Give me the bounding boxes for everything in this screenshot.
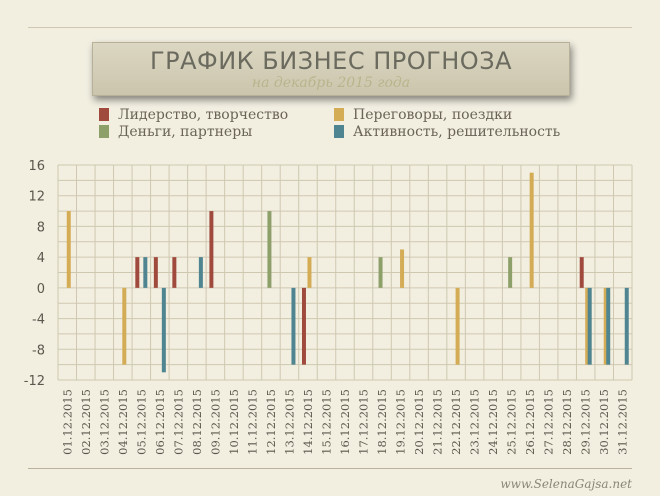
legend-item-leadership: Лидерство, творчество [99,107,288,123]
legend-swatch-money [99,125,109,138]
bar [172,257,177,288]
bar [606,287,611,365]
bar [624,287,629,365]
x-tick-label: 08.12.2015 [190,389,204,455]
legend-swatch-negotiations [334,108,344,121]
x-axis-ticks: 01.12.2015 02.12.2015 03.12.2015 04.12.2015… [60,389,629,455]
chart-title: ГРАФИК БИЗНЕС ПРОГНОЗА [150,47,512,75]
y-tick-label: 8 [37,220,45,235]
x-tick-label: 23.12.2015 [468,389,482,455]
bar [135,257,140,288]
x-tick-label: 07.12.2015 [171,389,185,455]
x-tick-label: 27.12.2015 [542,389,556,455]
bar [122,287,127,365]
bar [291,287,296,365]
x-tick-label: 25.12.2015 [505,389,519,455]
bar [529,172,534,288]
x-tick-label: 12.12.2015 [264,389,278,455]
x-tick-label: 14.12.2015 [301,389,315,455]
x-tick-label: 17.12.2015 [357,389,371,455]
legend-swatch-activity [334,125,344,138]
x-tick-label: 02.12.2015 [79,389,93,455]
bar [508,257,513,288]
bar [585,287,590,365]
x-tick-label: 30.12.2015 [597,389,611,455]
bar [153,257,158,288]
x-tick-label: 09.12.2015 [208,389,222,455]
x-tick-label: 03.12.2015 [97,389,111,455]
top-divider [28,27,632,28]
x-tick-label: 10.12.2015 [227,389,241,455]
bar [301,287,306,365]
x-tick-label: 01.12.2015 [60,389,74,455]
bar [400,249,405,288]
y-tick-label: 16 [28,159,45,174]
x-tick-label: 21.12.2015 [431,389,445,455]
bottom-divider [28,468,632,469]
x-tick-label: 16.12.2015 [338,389,352,455]
x-tick-label: 31.12.2015 [616,389,630,455]
bar [209,211,214,288]
legend-label-negotiations: Переговоры, поездки [353,107,513,123]
legend-item-activity: Активность, решительность [334,124,560,140]
y-tick-label: 0 [37,282,45,297]
y-tick-label: 12 [28,190,45,205]
site-credit: www.SelenaGajsa.net [500,477,632,491]
y-tick-label: -8 [32,343,45,358]
y-tick-label: 4 [37,251,45,266]
x-tick-label: 28.12.2015 [560,389,574,455]
x-tick-label: 05.12.2015 [134,389,148,455]
x-tick-label: 22.12.2015 [449,389,463,455]
x-tick-label: 18.12.2015 [375,389,389,455]
chart-subtitle: на декабрь 2015 года [251,75,411,91]
bar [603,287,608,365]
legend-label-activity: Активность, решительность [353,124,561,140]
x-tick-label: 15.12.2015 [319,389,333,455]
bar [143,257,148,288]
x-tick-label: 29.12.2015 [579,389,593,455]
bar [579,257,584,288]
bar [378,257,383,288]
chart-bars [66,172,629,373]
bar [161,287,166,373]
legend-label-leadership: Лидерство, творчество [118,107,289,123]
legend-swatch-leadership [99,108,109,121]
x-tick-label: 04.12.2015 [116,389,130,455]
y-axis-ticks: 16 12 8 4 0 -4 -8 -12 [24,159,45,389]
x-tick-label: 11.12.2015 [245,389,259,455]
x-tick-label: 20.12.2015 [412,389,426,455]
y-tick-label: -12 [24,374,45,389]
title-box: ГРАФИК БИЗНЕС ПРОГНОЗА на декабрь 2015 г… [92,42,570,96]
legend-label-money: Деньги, партнеры [118,124,253,140]
x-tick-label: 24.12.2015 [486,389,500,455]
bar [587,287,592,365]
bar [455,287,460,365]
x-tick-label: 06.12.2015 [153,389,167,455]
y-tick-label: -4 [32,313,45,328]
x-tick-label: 13.12.2015 [282,389,296,455]
bar [198,257,203,288]
x-tick-label: 26.12.2015 [523,389,537,455]
chart-grid [57,164,633,381]
legend-item-money: Деньги, партнеры [99,124,252,140]
bar [267,211,272,288]
bar [307,257,312,288]
bar [66,211,71,288]
legend-item-negotiations: Переговоры, поездки [334,107,512,123]
x-tick-label: 19.12.2015 [394,389,408,455]
